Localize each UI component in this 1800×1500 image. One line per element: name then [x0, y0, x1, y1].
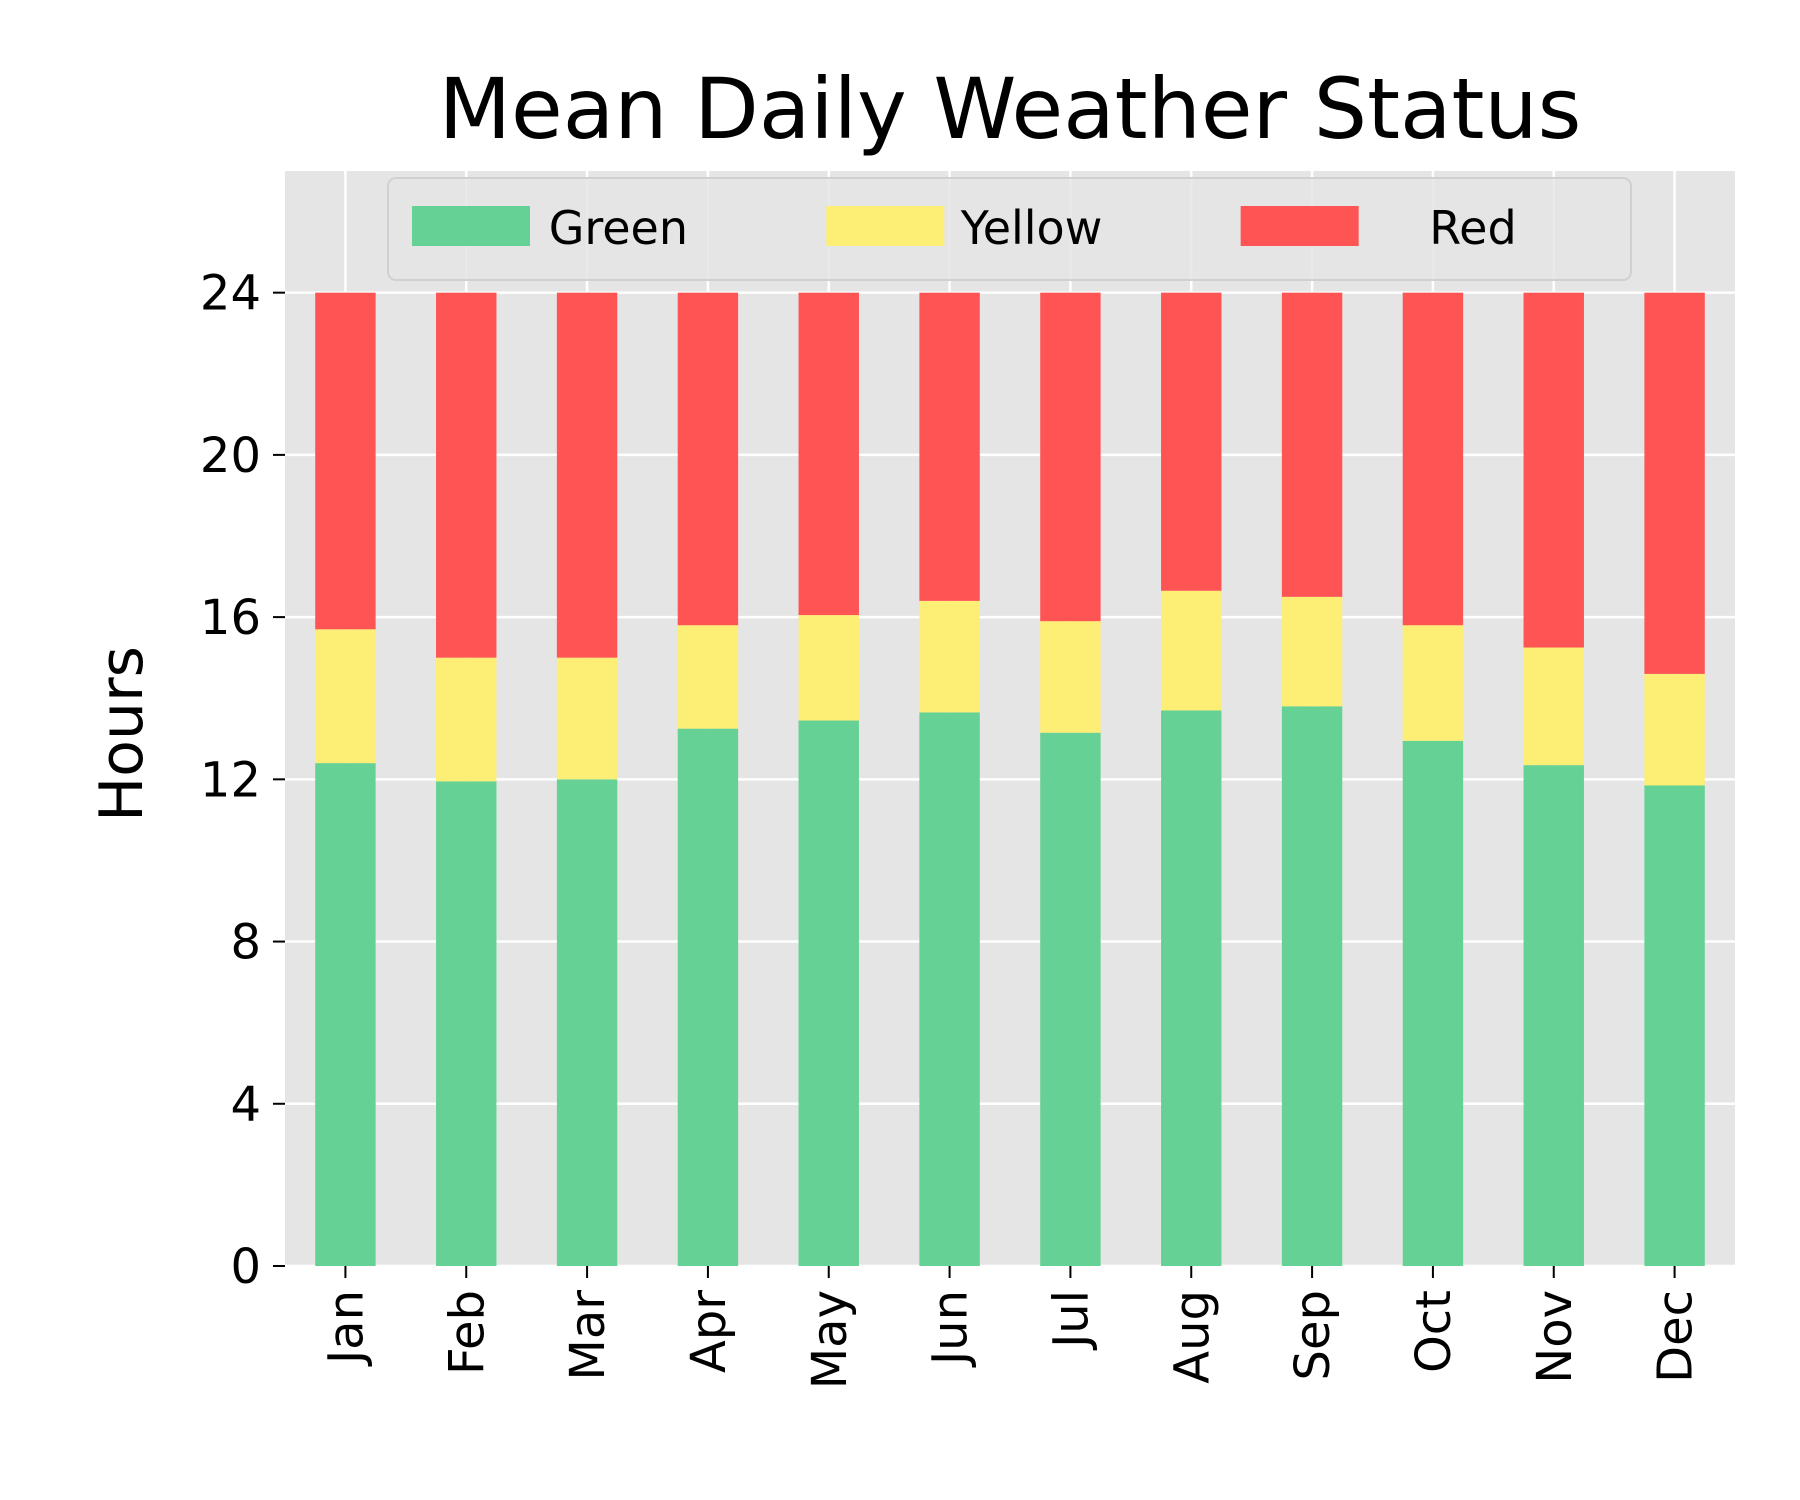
bar-red-feb — [436, 292, 497, 658]
bar-green-apr — [677, 728, 739, 1266]
x-tick-label: Mar — [560, 1290, 616, 1381]
y-tick-label: 16 — [200, 590, 261, 646]
bar-green-jul — [1040, 732, 1101, 1266]
bars — [315, 292, 1705, 1266]
bar-green-nov — [1523, 765, 1584, 1266]
bar-yellow-feb — [436, 657, 497, 782]
legend-swatch-red — [1240, 206, 1359, 246]
y-axis: 0 4 8 12 16 20 24 — [200, 266, 285, 1295]
x-tick-label: Sep — [1285, 1290, 1341, 1380]
bar-yellow-nov — [1523, 647, 1584, 766]
y-tick-label: 0 — [230, 1239, 261, 1295]
x-tick-label: Jun — [923, 1290, 979, 1368]
y-axis-label: Hours — [87, 646, 157, 822]
plot-background — [285, 171, 1735, 1266]
legend-swatch-yellow — [826, 206, 945, 246]
bar-red-may — [798, 292, 859, 616]
x-tick-label: Feb — [439, 1290, 495, 1375]
x-tick-label: Nov — [1527, 1290, 1583, 1384]
bar-green-jan — [315, 763, 376, 1266]
x-tick-label: Jan — [318, 1290, 374, 1367]
bar-red-mar — [556, 292, 618, 658]
bar-green-feb — [436, 781, 497, 1266]
x-tick-label: Jul — [1043, 1290, 1099, 1351]
bar-yellow-oct — [1402, 625, 1464, 741]
bar-yellow-mar — [556, 657, 618, 780]
bar-red-dec — [1644, 292, 1705, 674]
bar-yellow-jul — [1040, 621, 1101, 733]
x-axis: Jan Feb Mar Apr May Jun Jul Aug Sep Oct Nov Dec — [318, 1266, 1704, 1389]
y-tick-label: 4 — [230, 1077, 261, 1133]
legend-label-green: Green — [549, 201, 688, 255]
bar-yellow-jan — [315, 629, 376, 764]
bar-red-jan — [315, 292, 376, 630]
bar-green-mar — [556, 779, 618, 1266]
x-tick-label: Oct — [1406, 1290, 1462, 1373]
x-tick-label: Apr — [681, 1290, 737, 1373]
chart-title: Mean Daily Weather Status — [439, 60, 1582, 158]
legend-frame — [387, 177, 1632, 281]
bar-green-oct — [1402, 740, 1464, 1266]
y-tick-label: 20 — [200, 428, 261, 484]
bar-green-aug — [1161, 710, 1222, 1266]
bar-yellow-dec — [1644, 673, 1705, 786]
y-tick-label: 12 — [200, 752, 261, 808]
bar-yellow-aug — [1161, 590, 1222, 711]
bar-red-jun — [919, 292, 980, 601]
x-tick-label: May — [802, 1290, 858, 1389]
bar-red-apr — [677, 292, 739, 626]
bar-red-nov — [1523, 292, 1584, 648]
bar-yellow-sep — [1281, 596, 1343, 707]
bar-red-jul — [1040, 292, 1101, 622]
y-tick-label: 24 — [200, 266, 261, 322]
legend: Green Yellow Red — [387, 177, 1632, 281]
bar-green-dec — [1644, 785, 1705, 1266]
bar-green-sep — [1281, 706, 1343, 1266]
bar-green-jun — [919, 712, 980, 1266]
bar-red-aug — [1161, 292, 1222, 591]
bar-red-sep — [1281, 292, 1343, 597]
bar-green-may — [798, 720, 859, 1266]
legend-label-yellow: Yellow — [960, 201, 1103, 255]
bar-yellow-apr — [677, 625, 739, 729]
x-tick-label: Dec — [1648, 1290, 1704, 1383]
y-tick-label: 8 — [230, 915, 261, 971]
legend-label-red: Red — [1429, 201, 1516, 255]
bar-red-oct — [1402, 292, 1464, 626]
legend-swatch-green — [412, 206, 530, 246]
bar-yellow-jun — [919, 600, 980, 713]
x-tick-label: Aug — [1164, 1290, 1220, 1384]
bar-yellow-may — [798, 615, 859, 721]
